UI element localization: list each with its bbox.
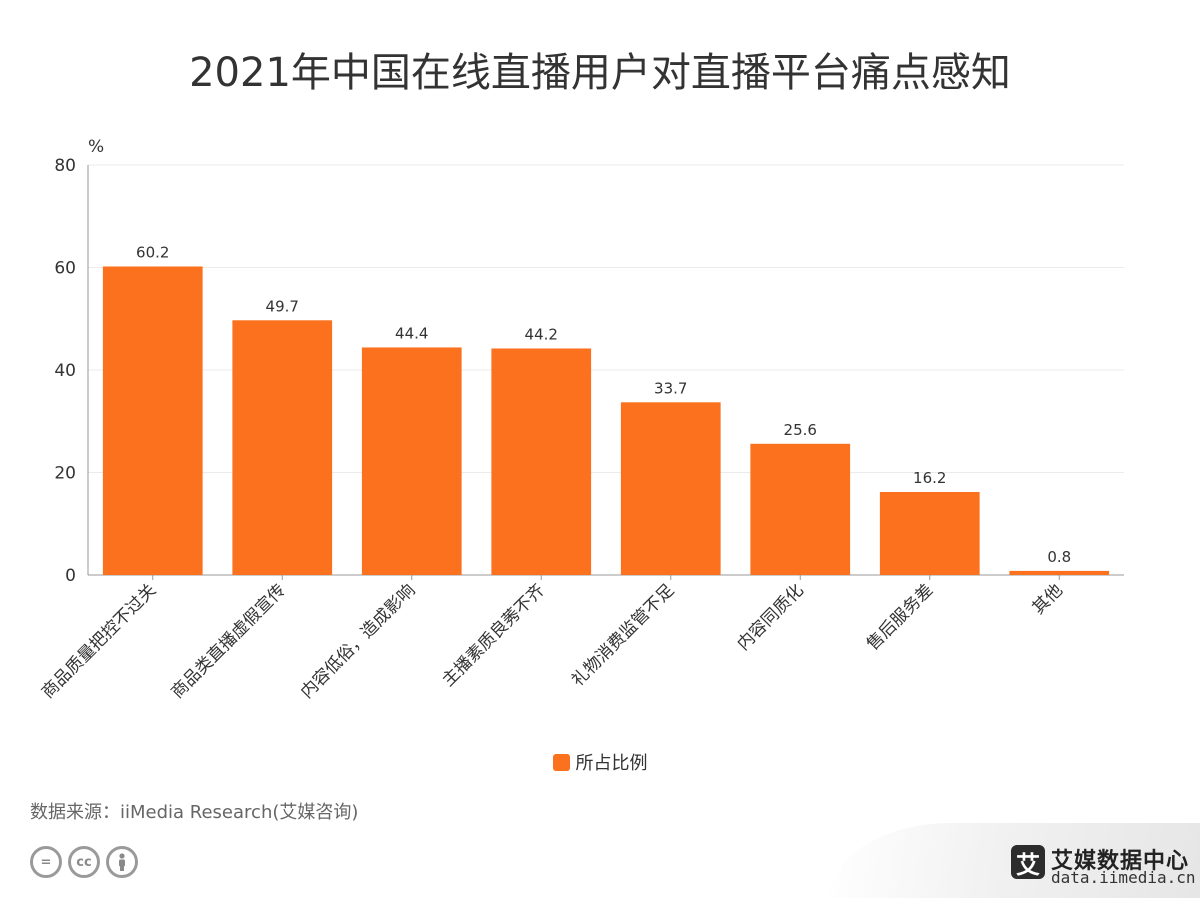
data-label: 33.7 <box>654 379 687 397</box>
x-tick-label: 其他 <box>1029 580 1067 618</box>
person-glyph <box>119 853 125 871</box>
legend-label: 所占比例 <box>575 753 648 774</box>
x-tick-label: 内容同质化 <box>734 580 808 654</box>
data-label: 60.2 <box>136 243 169 261</box>
brand-url: data.iimedia.cn <box>1051 868 1196 887</box>
y-axis-unit-label: % <box>88 137 105 157</box>
chart-title: 2021年中国在线直播用户对直播平台痛点感知 <box>189 50 1011 96</box>
x-tick-label: 内容低俗，造成影响 <box>297 580 419 702</box>
y-tick-label: 0 <box>65 566 76 586</box>
bar <box>491 348 592 575</box>
data-label: 0.8 <box>1047 548 1071 566</box>
bar <box>1009 570 1110 575</box>
brand-logo: 艾 <box>1011 845 1045 879</box>
x-tick-label: 主播素质良莠不齐 <box>438 580 548 690</box>
brand-name: 艾媒数据中心 <box>1051 849 1190 874</box>
bar <box>361 347 462 575</box>
y-tick-label: 40 <box>54 361 76 381</box>
cc-icon: cc <box>68 846 100 878</box>
person-icon <box>106 846 138 878</box>
legend: 所占比例 <box>0 749 1200 775</box>
data-label: 16.2 <box>913 469 946 487</box>
y-tick-label: 80 <box>54 156 76 176</box>
data-source-note: 数据来源：iiMedia Research(艾媒咨询) <box>30 802 359 823</box>
y-tick-label: 60 <box>54 259 76 279</box>
data-label: 44.4 <box>395 324 428 342</box>
bar <box>879 491 980 575</box>
x-tick-label: 礼物消费监管不足 <box>568 580 678 690</box>
bar <box>620 402 721 575</box>
legend-swatch <box>552 753 570 771</box>
y-tick-label: 20 <box>54 464 76 484</box>
data-label: 44.2 <box>525 325 558 343</box>
bar <box>750 443 851 575</box>
equals-icon: = <box>30 846 62 878</box>
x-tick-label: 商品类直播虚假宣传 <box>167 580 289 702</box>
bar <box>102 266 203 575</box>
data-label: 25.6 <box>784 421 817 439</box>
x-tick-label: 商品质量把控不过关 <box>38 580 160 702</box>
data-label: 49.7 <box>266 297 299 315</box>
bar <box>232 320 333 575</box>
license-icons: = cc <box>30 846 138 878</box>
x-tick-label: 售后服务差 <box>863 580 937 654</box>
